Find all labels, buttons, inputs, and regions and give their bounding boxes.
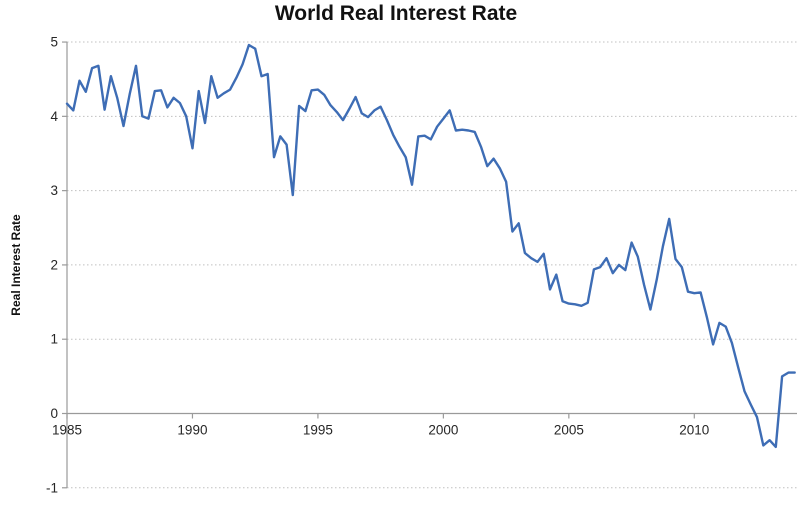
x-tick-label-2005: 2005 xyxy=(554,423,584,438)
y-tick-label-0: 0 xyxy=(50,406,58,421)
chart-title: World Real Interest Rate xyxy=(274,2,518,25)
y-tick-label-3: 3 xyxy=(50,183,58,198)
x-tick-label-1985: 1985 xyxy=(52,423,82,438)
x-tick-label-1995: 1995 xyxy=(303,423,333,438)
series-line-world-real-interest-rate xyxy=(65,43,796,449)
x-tick-label-1990: 1990 xyxy=(177,423,207,438)
y-tick-label-4: 4 xyxy=(50,109,58,124)
x-tick-label-2010: 2010 xyxy=(679,423,709,438)
y-tick-label--1: -1 xyxy=(46,480,58,495)
y-tick-label-5: 5 xyxy=(50,35,58,50)
y-tick-label-1: 1 xyxy=(50,332,58,347)
x-tick-label-2000: 2000 xyxy=(428,423,458,438)
y-tick-label-2: 2 xyxy=(50,257,58,272)
